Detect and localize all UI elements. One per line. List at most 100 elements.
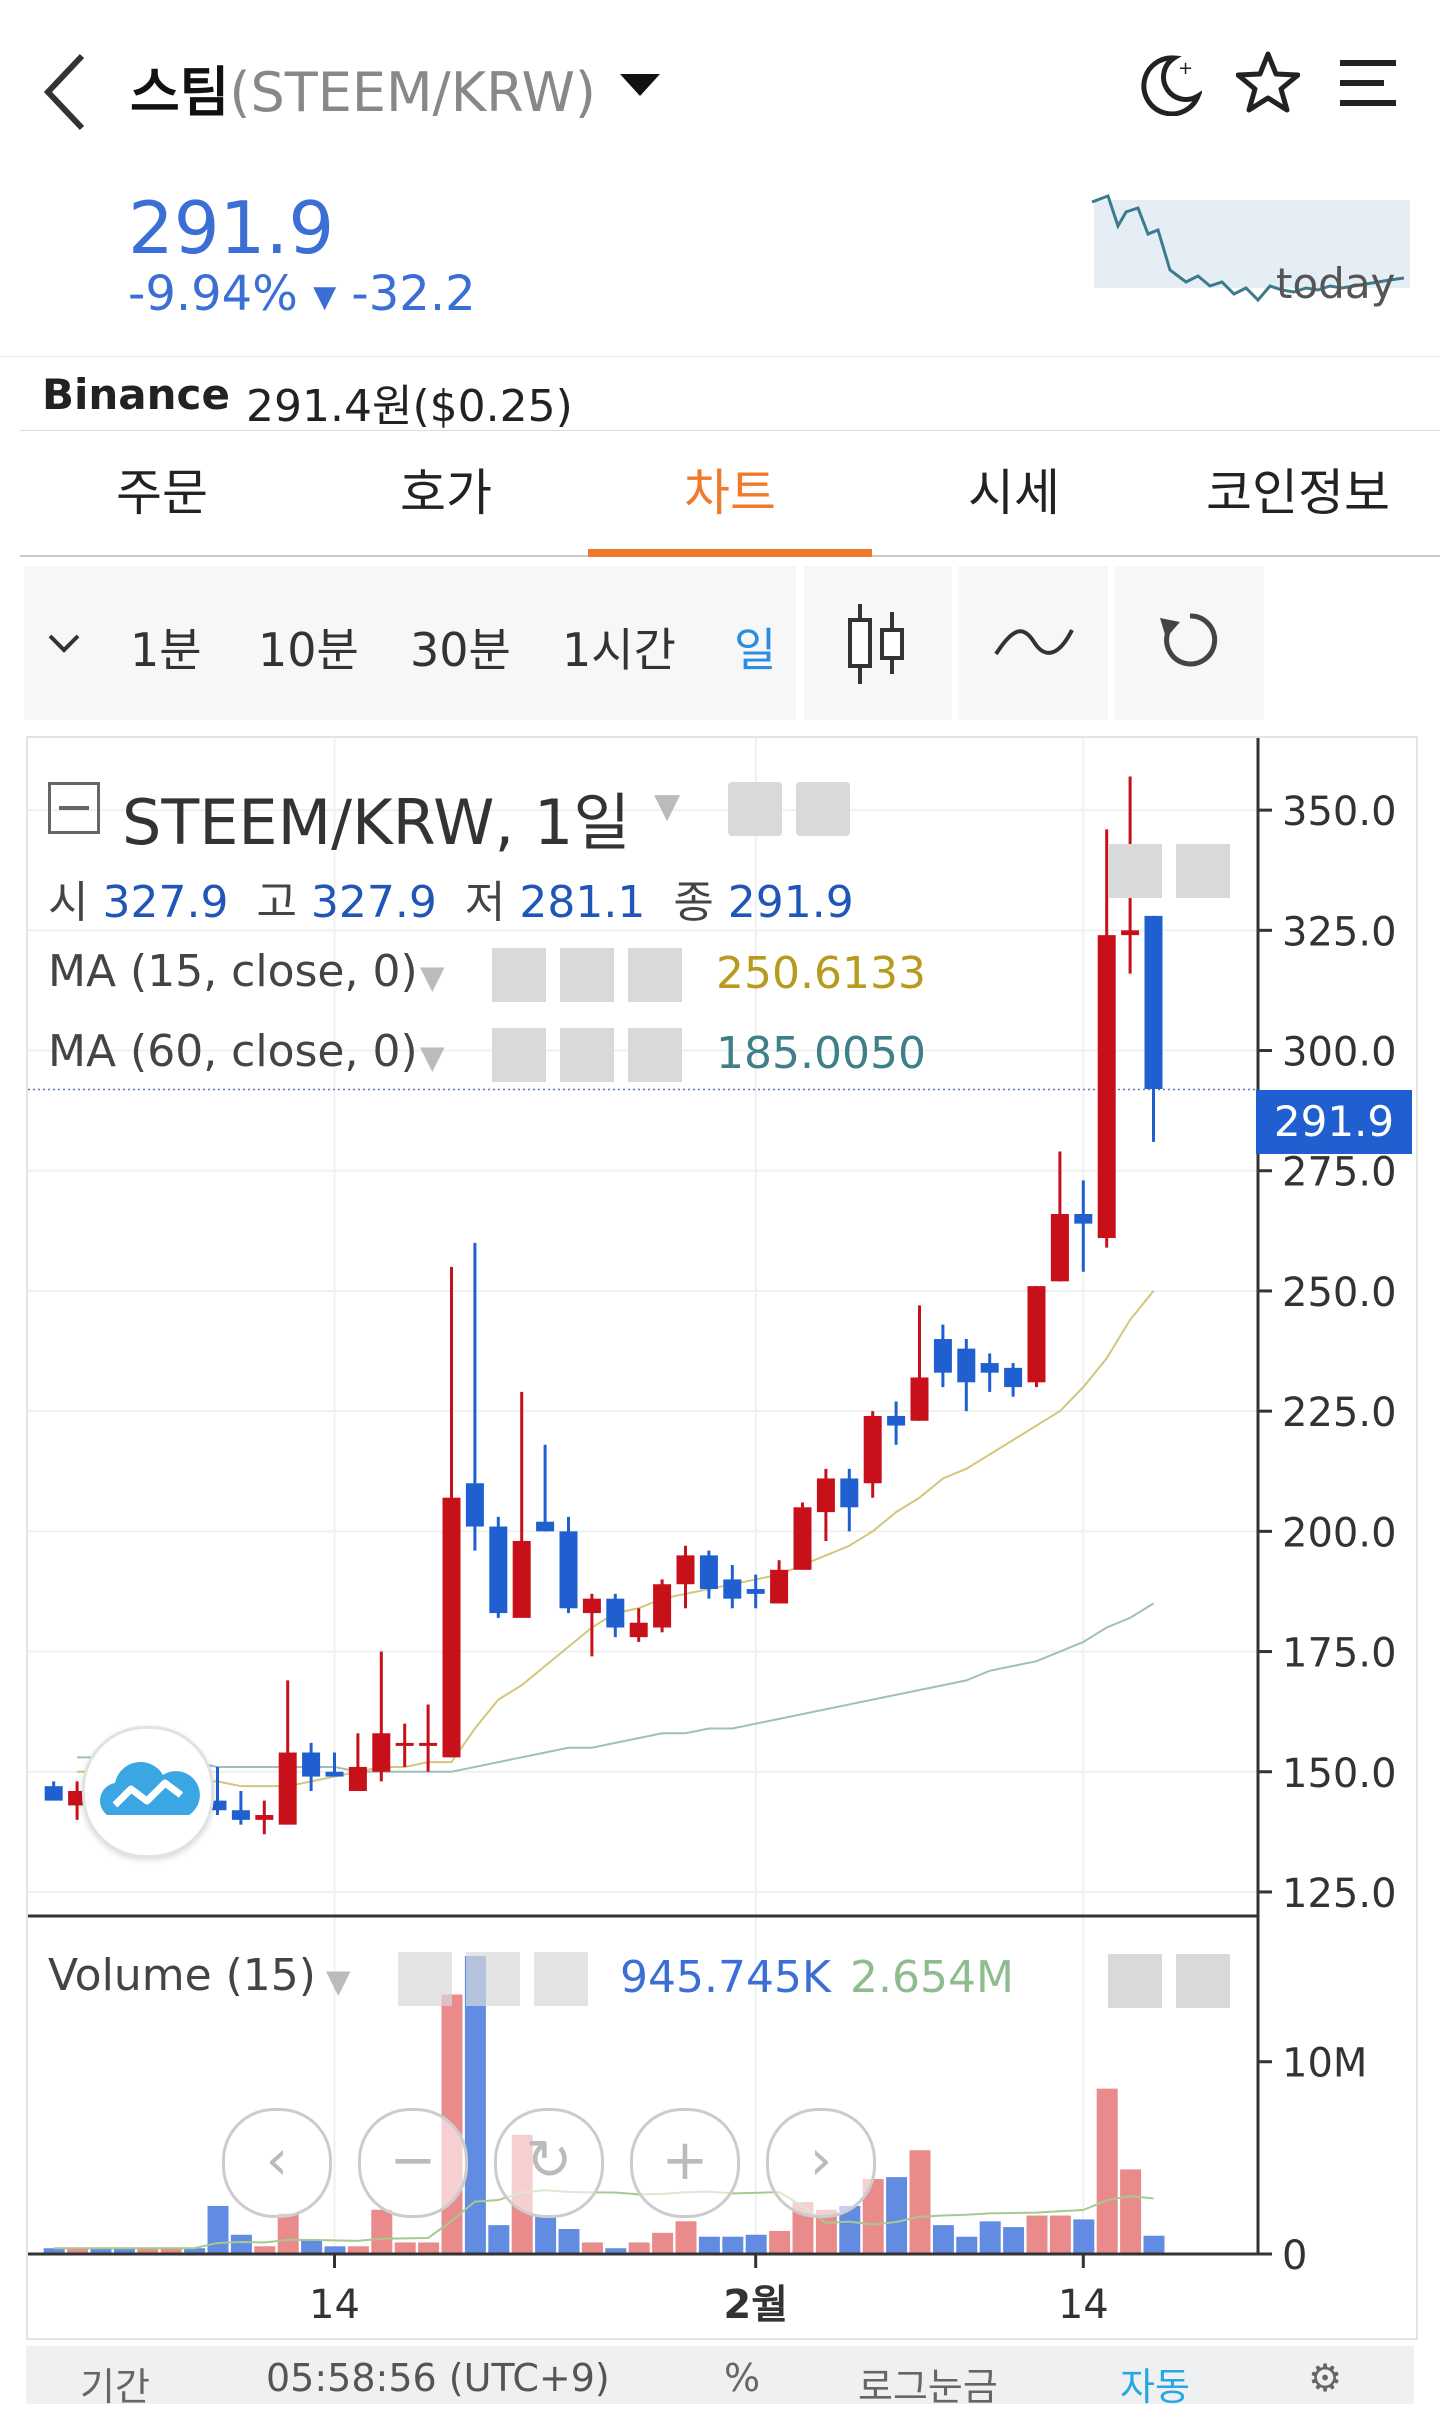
volume-gear-icon[interactable]	[466, 1952, 520, 2006]
timeframe-1m[interactable]: 1분	[130, 623, 202, 677]
candle-body	[887, 1415, 906, 1426]
candle-body	[419, 1742, 438, 1746]
tab-market-price[interactable]: 시세	[968, 464, 1060, 522]
change-absolute: -32.2	[351, 266, 476, 322]
menu-icon[interactable]	[1336, 56, 1400, 112]
log-scale-toggle[interactable]: 로그눈금	[858, 2365, 998, 2409]
exchange-price: 291.4원($0.25)	[246, 381, 573, 432]
back-chevron-left-icon[interactable]	[40, 52, 90, 132]
main-tabs: 주문 호가 차트 시세 코인정보	[20, 430, 1440, 557]
volume-close-icon[interactable]	[534, 1952, 588, 2006]
refresh-button[interactable]	[1114, 566, 1264, 720]
candle-type-button[interactable]	[804, 566, 952, 720]
ma60-eye-icon[interactable]	[492, 1028, 546, 1082]
gear-icon[interactable]	[796, 782, 850, 836]
scroll-left-button[interactable]: ‹	[222, 2108, 332, 2218]
candle-body	[302, 1752, 321, 1777]
timeframe-1h[interactable]: 1시간	[562, 623, 676, 677]
tab-chart[interactable]: 차트	[588, 431, 872, 557]
ma60-gear-icon[interactable]	[560, 1028, 614, 1082]
volume-bar	[886, 2177, 908, 2254]
candle-body	[699, 1555, 718, 1590]
time-tick-label: 14	[1058, 2282, 1109, 2328]
chart-frame	[26, 736, 1418, 2340]
line-type-button[interactable]	[958, 566, 1108, 720]
candle-body	[44, 1786, 63, 1801]
timeframe-30m[interactable]: 30분	[410, 623, 511, 677]
candle-body	[231, 1810, 250, 1820]
volume-eye-icon[interactable]	[398, 1952, 452, 2006]
candle-body	[676, 1555, 695, 1585]
line-chart-icon	[994, 629, 1074, 656]
eye-icon[interactable]	[728, 782, 782, 836]
app-logo-button[interactable]	[82, 1726, 214, 1858]
move-up-icon[interactable]	[1108, 1954, 1162, 2008]
coin-title[interactable]: 스팀(STEEM/KRW)	[130, 48, 596, 127]
price-tick-label: 275.0	[1282, 1150, 1397, 1196]
ma15-close-icon[interactable]	[628, 948, 682, 1002]
volume-bar	[956, 2236, 978, 2254]
volume-caret-icon[interactable]: ▼	[326, 1962, 351, 2000]
cloud-chart-icon	[99, 1762, 200, 1815]
candle-body	[442, 1497, 461, 1758]
volume-bar	[277, 2213, 299, 2254]
reset-view-button[interactable]: ↻	[494, 2108, 604, 2218]
chart-toolbar: 1분 10분 30분 1시간 일	[24, 566, 1264, 720]
percent-toggle[interactable]: %	[724, 2356, 761, 2400]
volume-label: Volume (15)	[48, 1950, 316, 2001]
price-tick-label: 325.0	[1282, 909, 1397, 955]
ma60-label: MA (60, close, 0)	[48, 1026, 418, 1077]
tab-orderbook[interactable]: 호가	[400, 464, 492, 522]
ma15-caret-icon[interactable]: ▼	[420, 958, 445, 996]
settings-gear-icon[interactable]: ⚙	[1308, 2356, 1343, 2400]
volume-bar	[90, 2248, 112, 2254]
ma15-label: MA (15, close, 0)	[48, 946, 418, 997]
change-percent: -9.94%	[128, 266, 298, 322]
resize-icon[interactable]	[1176, 844, 1230, 898]
candle-body	[793, 1507, 812, 1570]
move-down-icon[interactable]	[1108, 844, 1162, 898]
ma60-close-icon[interactable]	[628, 1028, 682, 1082]
timeframe-10m[interactable]: 10분	[258, 623, 359, 677]
ma15-gear-icon[interactable]	[560, 948, 614, 1002]
candle-body	[1121, 930, 1140, 936]
chevron-down-icon[interactable]	[46, 632, 82, 656]
collapse-icon[interactable]	[48, 782, 100, 834]
volume-bar	[254, 2246, 276, 2254]
coin-pair: (STEEM/KRW)	[229, 61, 596, 124]
candle-body	[1144, 915, 1163, 1089]
scroll-right-button[interactable]: ›	[766, 2108, 876, 2218]
ma60-caret-icon[interactable]: ▼	[420, 1038, 445, 1076]
tab-coin-info[interactable]: 코인정보	[1206, 464, 1390, 522]
candle-body	[980, 1363, 999, 1373]
volume-bar	[909, 2150, 931, 2254]
refresh-icon	[1160, 613, 1218, 667]
volume-bar	[418, 2242, 440, 2254]
chart-title: STEEM/KRW, 1일	[122, 786, 631, 859]
last-price-tag: 291.9	[1256, 1090, 1412, 1154]
candlestick-chart[interactable]: 350.0 325.0 300.0 275.0 250.0 225.0 200.0 175.0…	[28, 738, 1414, 2336]
high-value: 327.9	[310, 877, 437, 928]
volume-bar	[184, 2248, 206, 2254]
candle-body	[278, 1752, 297, 1825]
tab-order[interactable]: 주문	[116, 464, 208, 522]
timeframe-1d[interactable]: 일	[734, 623, 777, 677]
dropdown-caret-icon[interactable]	[618, 70, 662, 100]
period-button[interactable]: 기간	[80, 2365, 150, 2409]
price-tick-label: 250.0	[1282, 1270, 1397, 1316]
zoom-out-button[interactable]: −	[358, 2108, 468, 2218]
candle-body	[1027, 1286, 1046, 1383]
moon-icon[interactable]: +	[1138, 52, 1202, 116]
volume-bar	[1049, 2215, 1071, 2254]
price-tick-label: 350.0	[1282, 789, 1397, 835]
volume-resize-icon[interactable]	[1176, 1954, 1230, 2008]
title-caret-icon[interactable]: ▼	[654, 786, 681, 826]
ma15-eye-icon[interactable]	[492, 948, 546, 1002]
zoom-in-button[interactable]: +	[630, 2108, 740, 2218]
auto-scale-toggle[interactable]: 자동	[1120, 2365, 1190, 2409]
candle-body	[68, 1790, 87, 1806]
ma15-value: 250.6133	[716, 948, 926, 999]
star-icon[interactable]	[1236, 50, 1300, 114]
candle-body	[1097, 935, 1116, 1239]
volume-bar	[722, 2236, 744, 2254]
